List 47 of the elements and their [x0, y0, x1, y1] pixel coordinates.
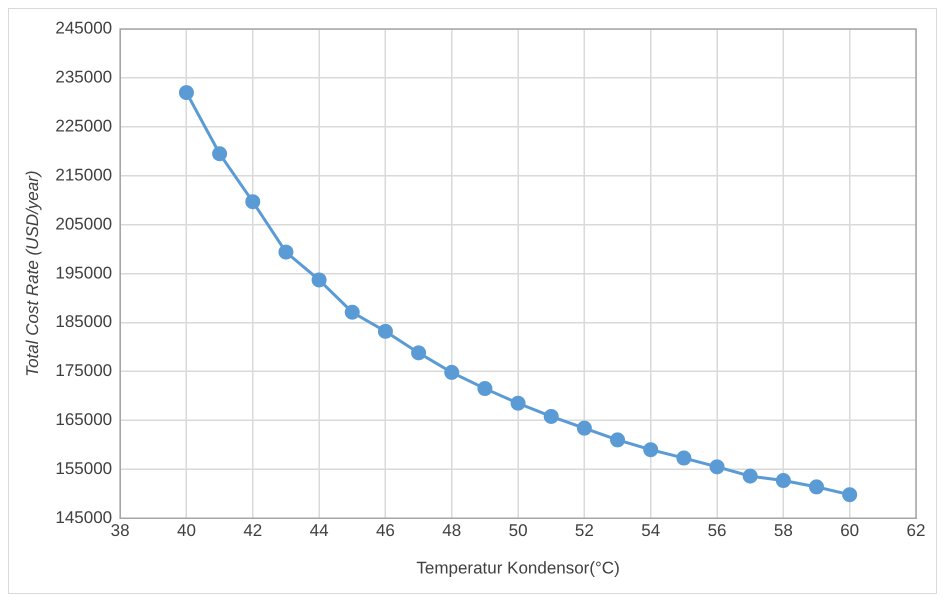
x-tick-label: 52 [574, 521, 594, 540]
y-tick-label: 245000 [55, 18, 112, 38]
point [776, 473, 791, 488]
point [710, 459, 725, 474]
point [610, 432, 626, 448]
point [444, 364, 460, 380]
y-tick-label: 235000 [55, 68, 112, 87]
point [842, 487, 858, 502]
point [742, 468, 758, 484]
y-tick-label: 185000 [55, 312, 112, 332]
point [676, 450, 692, 466]
point [510, 396, 526, 411]
x-tick-label: 62 [906, 521, 926, 540]
y-tick-label: 155000 [55, 458, 112, 478]
x-axis-title: Temperatur Kondensor(°C) [416, 558, 620, 578]
point [312, 272, 327, 288]
x-tick-label: 48 [442, 521, 462, 540]
x-tick-label: 50 [508, 521, 528, 540]
y-tick-label: 225000 [55, 116, 112, 136]
point [344, 304, 360, 320]
y-tick-label: 195000 [55, 263, 112, 282]
y-tick-label: 205000 [55, 214, 112, 234]
x-tick-label: 40 [176, 521, 196, 540]
y-tick-label: 145000 [55, 508, 112, 527]
point [245, 194, 260, 210]
y-tick-label: 165000 [55, 410, 112, 430]
point [643, 442, 658, 458]
x-tick-label: 42 [243, 521, 262, 540]
point [477, 381, 492, 396]
point [178, 85, 194, 100]
point [544, 408, 559, 424]
y-tick-label: 175000 [55, 361, 112, 380]
x-tick-label: 54 [641, 521, 660, 540]
x-tick-label: 56 [708, 521, 726, 540]
x-tick-label: 46 [376, 521, 395, 540]
point [576, 420, 592, 436]
x-tick-label: 58 [774, 521, 793, 540]
x-tick-label: 38 [110, 521, 130, 540]
point [212, 146, 228, 162]
point [278, 244, 294, 260]
point [809, 479, 824, 494]
x-tick-label: 44 [310, 521, 329, 540]
y-axis-title: Total Cost Rate (USD/year) [22, 170, 42, 377]
point [378, 324, 393, 339]
y-tick-label: 215000 [55, 165, 112, 184]
x-tick-label: 60 [840, 521, 860, 540]
point [411, 345, 426, 360]
